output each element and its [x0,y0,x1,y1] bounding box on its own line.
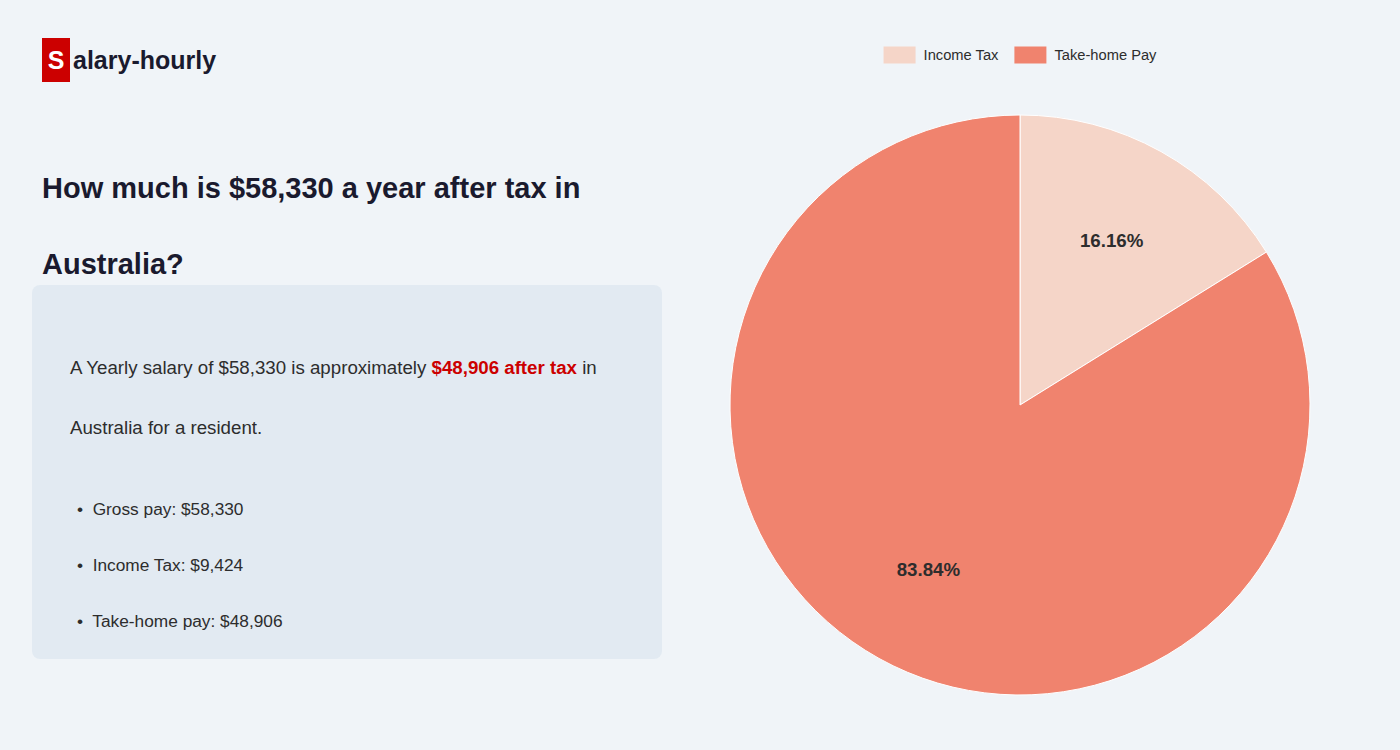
logo-box [42,38,70,82]
text-panel: Salary-hourly How much is $58,330 a year … [32,38,662,659]
paragraph: A Yearly salary of $58,330 is approximat… [70,357,597,378]
pie: 16.16% 83.84% [730,115,1310,695]
legend-label: Take-home Pay [1054,47,1157,63]
legend-item: Take-home Pay [1014,47,1157,64]
highlight: $48,906 after tax [432,357,578,378]
legend-swatch [884,47,916,64]
slice [730,115,1310,695]
logo-letter: S [48,46,65,74]
title-line: How much is $58,330 a year after tax in [42,172,580,204]
data-label: 16.16% [1080,230,1144,251]
slices [730,115,1310,695]
data-labels: 16.16% 83.84% [897,230,1144,580]
data-label: 83.84% [897,559,961,580]
paragraph-part: in [577,357,597,378]
logo-text: alary-hourly [73,46,216,74]
title: How much is $58,330 a year after tax in A… [42,172,580,279]
paragraph-part: A Yearly salary of $58,330 is approximat… [70,357,432,378]
bullet: • Income Tax: $9,424 [77,555,244,575]
info-box [32,285,662,659]
chart: Salary-hourly How much is $58,330 a year … [0,0,1400,750]
paragraph-line: Australia for a resident. [70,417,262,438]
legend-item: Income Tax [884,47,999,64]
background [0,0,1400,750]
legend: Income Tax Take-home Pay [884,47,1158,64]
legend-swatch [1014,47,1046,64]
bullet: • Take-home pay: $48,906 [77,611,283,631]
title-line: Australia? [42,248,184,280]
legend-label: Income Tax [924,47,999,63]
bullet: • Gross pay: $58,330 [77,499,243,519]
